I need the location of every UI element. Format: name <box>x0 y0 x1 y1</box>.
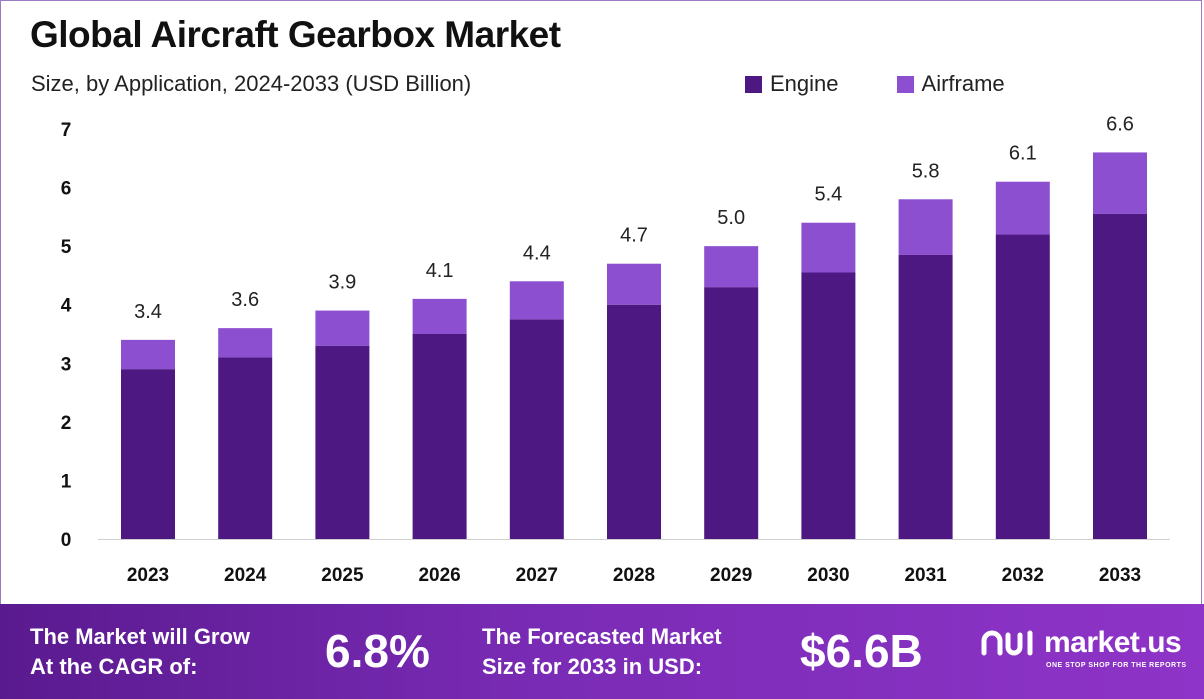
bar-engine-2031 <box>898 254 953 539</box>
bar-airframe-2026 <box>412 298 467 334</box>
legend-item-engine: Engine <box>745 71 839 97</box>
bar-airframe-2032 <box>995 181 1050 235</box>
bar-engine-2023 <box>121 369 175 539</box>
x-tick-label-2030: 2030 <box>807 565 849 586</box>
bar-airframe-2029 <box>704 246 759 288</box>
cagr-label-line2: At the CAGR of: <box>30 654 198 679</box>
data-label-total-2030: 5.4 <box>814 184 842 206</box>
x-tick-label-2027: 2027 <box>516 565 558 586</box>
legend-swatch-airframe <box>896 75 914 93</box>
bar-airframe-2033 <box>1093 152 1147 214</box>
y-tick-label: 4 <box>61 296 72 317</box>
bar-engine-2025 <box>315 345 370 539</box>
chart-title: Global Aircraft Gearbox Market <box>30 14 561 55</box>
data-label-total-2032: 6.1 <box>1009 143 1037 165</box>
x-tick-label-2023: 2023 <box>127 565 169 586</box>
legend-label-airframe: Airframe <box>921 71 1005 96</box>
x-tick-label-2032: 2032 <box>1002 565 1044 586</box>
y-tick-label: 7 <box>61 120 72 141</box>
data-label-total-2025: 3.9 <box>328 272 356 294</box>
legend-item-airframe: Airframe <box>896 71 1005 97</box>
bar-engine-2030 <box>801 272 856 539</box>
y-tick-label: 1 <box>61 471 72 492</box>
data-label-total-2024: 3.6 <box>231 289 259 311</box>
y-tick-label: 0 <box>61 530 72 551</box>
legend-swatch-engine <box>745 75 762 93</box>
brand-name: market.us <box>1044 626 1182 659</box>
bar-airframe-2025 <box>315 310 370 346</box>
data-label-total-2028: 4.7 <box>620 225 648 247</box>
data-label-total-2029: 5.0 <box>717 207 745 229</box>
x-tick-label-2031: 2031 <box>904 565 947 586</box>
forecast-label: The Forecasted Market Size for 2033 in U… <box>482 622 722 682</box>
data-label-total-2026: 4.1 <box>426 260 454 282</box>
bar-airframe-2024 <box>218 328 273 358</box>
bar-engine-2028 <box>607 304 661 539</box>
y-tick-label: 6 <box>61 179 72 200</box>
bar-airframe-2027 <box>509 281 564 320</box>
bar-engine-2026 <box>412 334 467 539</box>
footer-banner: The Market will Grow At the CAGR of: 6.8… <box>0 604 1204 699</box>
x-tick-label-2025: 2025 <box>321 565 364 586</box>
brand-tagline: ONE STOP SHOP FOR THE REPORTS <box>1046 662 1187 669</box>
bar-airframe-2023 <box>121 339 175 370</box>
bar-airframe-2030 <box>801 222 856 273</box>
x-tick-label-2028: 2028 <box>613 565 655 586</box>
bar-engine-2029 <box>704 287 759 539</box>
x-tick-label-2029: 2029 <box>710 565 752 586</box>
chart-subtitle: Size, by Application, 2024-2033 (USD Bil… <box>31 71 472 96</box>
data-label-total-2023: 3.4 <box>134 301 162 323</box>
data-label-total-2031: 5.8 <box>912 160 940 182</box>
x-tick-label-2026: 2026 <box>418 565 460 586</box>
bar-engine-2027 <box>509 319 564 539</box>
brand-logo: market.us <box>980 626 1182 660</box>
y-tick-label: 2 <box>61 413 72 434</box>
cagr-value: 6.8% <box>325 625 430 677</box>
bar-chart: 0 1 2 3 4 5 6 7 3.4 2023 3.6 2024 3.9 2025 4.1 2026 4.4 2… <box>61 113 1170 586</box>
cagr-label-line1: The Market will Grow <box>30 624 251 649</box>
bar-airframe-2028 <box>607 263 661 305</box>
bar-engine-2032 <box>995 234 1050 539</box>
x-tick-label-2024: 2024 <box>224 565 267 586</box>
forecast-label-line1: The Forecasted Market <box>482 624 722 649</box>
data-label-total-2027: 4.4 <box>523 242 551 264</box>
bar-engine-2024 <box>218 357 273 539</box>
data-label-total-2033: 6.6 <box>1106 113 1134 135</box>
cagr-label: The Market will Grow At the CAGR of: <box>30 622 250 682</box>
y-tick-label: 5 <box>61 237 72 258</box>
market-us-logo-icon <box>981 630 1033 656</box>
chart-legend: Engine Airframe <box>745 71 1005 97</box>
bar-engine-2033 <box>1093 213 1147 539</box>
legend-label-engine: Engine <box>770 71 839 96</box>
forecast-label-line2: Size for 2033 in USD: <box>482 654 703 679</box>
x-tick-label-2033: 2033 <box>1099 565 1141 586</box>
bar-airframe-2031 <box>898 199 953 255</box>
forecast-value: $6.6B <box>800 625 923 677</box>
y-tick-label: 3 <box>61 354 72 375</box>
